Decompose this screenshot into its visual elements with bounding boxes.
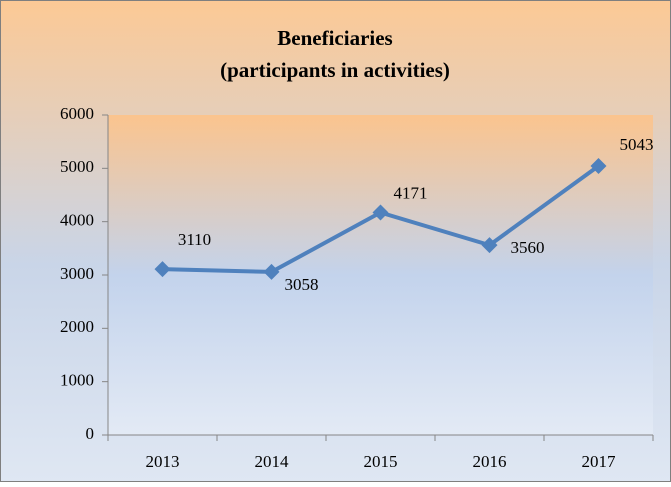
y-tick-label: 1000 (60, 371, 94, 390)
marker (590, 158, 607, 175)
data-label: 4171 (394, 183, 428, 202)
y-tick-label: 3000 (60, 264, 94, 283)
y-tick-label: 4000 (60, 211, 94, 230)
data-label: 3110 (178, 230, 211, 249)
y-tick-label: 2000 (60, 317, 94, 336)
data-label: 5043 (620, 135, 654, 154)
marker (154, 261, 171, 278)
x-tick-label: 2014 (255, 452, 290, 471)
chart-subtitle: (participants in activities) (220, 58, 450, 82)
chart-title: Beneficiaries (277, 26, 392, 50)
x-tick-label: 2016 (473, 452, 507, 471)
data-label: 3058 (285, 275, 319, 294)
marker (481, 237, 498, 254)
marker (372, 204, 389, 221)
plot-area (108, 115, 653, 435)
x-tick-label: 2017 (582, 452, 617, 471)
data-label: 3560 (511, 238, 545, 257)
y-tick-label: 5000 (60, 157, 94, 176)
y-tick-label: 6000 (60, 104, 94, 123)
x-tick-label: 2015 (364, 452, 398, 471)
marker (263, 263, 280, 280)
y-tick-label: 0 (86, 424, 95, 443)
x-tick-label: 2013 (146, 452, 180, 471)
